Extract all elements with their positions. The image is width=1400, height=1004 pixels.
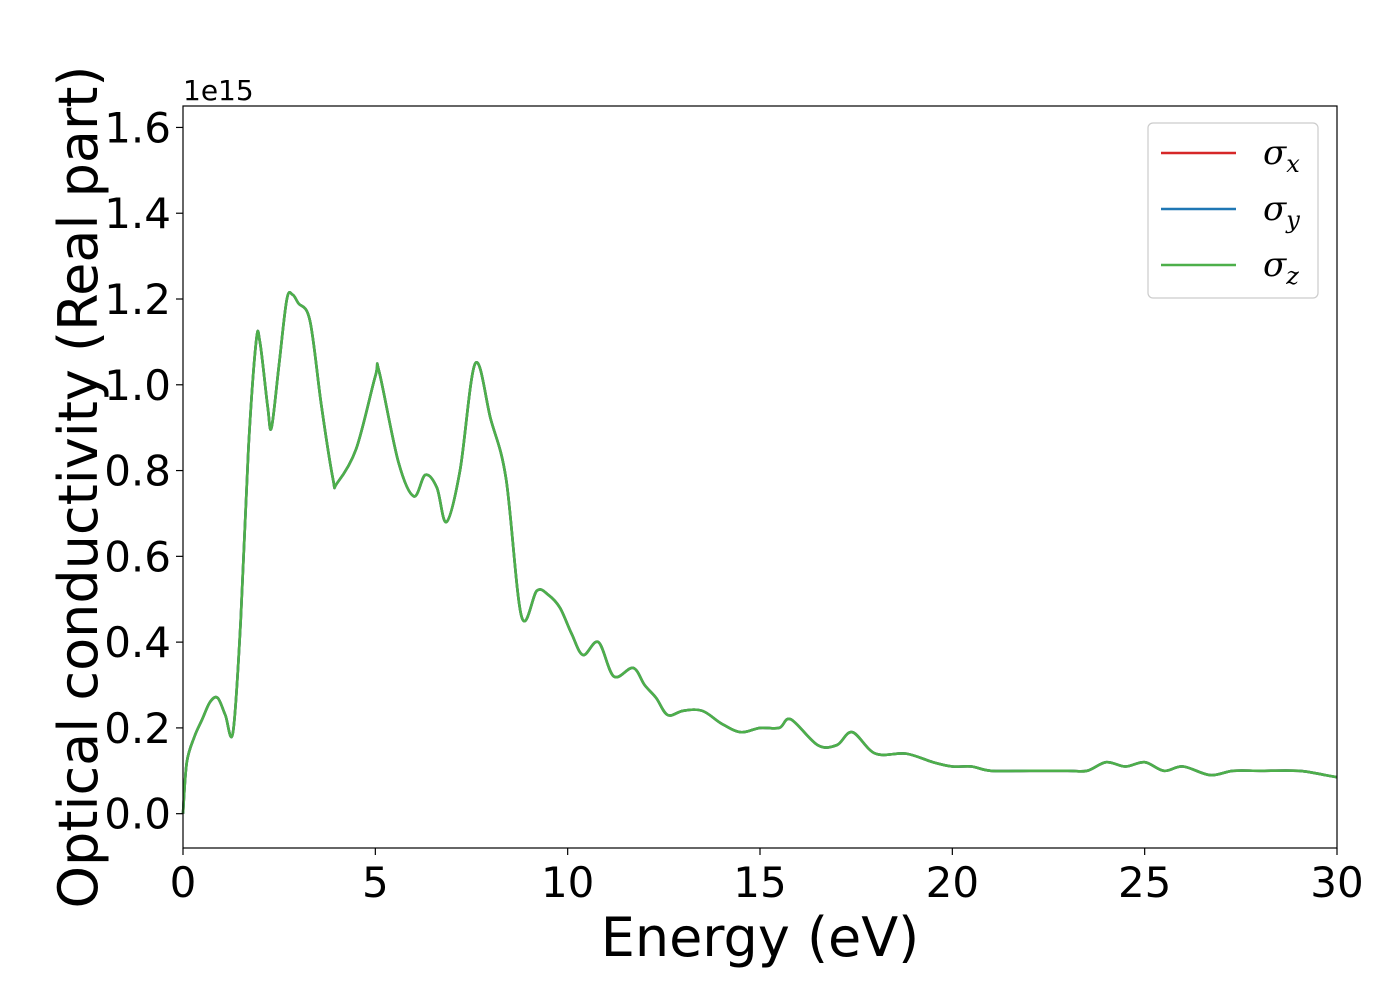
x-tick-label: 5 xyxy=(362,858,389,907)
legend-label: σz xyxy=(1263,245,1299,290)
x-axis-title: Energy (eV) xyxy=(601,906,920,969)
x-tick-label: 0 xyxy=(170,858,197,907)
series-line-1 xyxy=(181,291,1338,814)
y-axis-title: Optical conductivity (Real part) xyxy=(47,66,110,909)
y-tick-label: 0.6 xyxy=(104,532,171,581)
y-offset-label: 1e15 xyxy=(183,74,254,107)
legend-frame xyxy=(1147,122,1319,299)
x-tick-label: 30 xyxy=(1310,858,1363,907)
x-tick-label: 20 xyxy=(926,858,979,907)
y-tick-label: 1.2 xyxy=(104,275,171,324)
y-tick-label: 1.6 xyxy=(104,103,171,152)
y-tick-label: 0.2 xyxy=(104,704,171,753)
series-line-2 xyxy=(181,291,1338,814)
y-axis-ticks: 0.0 0.2 0.4 0.6 0.8 1.0 1.2 1.4 1.6 xyxy=(104,103,183,839)
y-tick-label: 0.0 xyxy=(104,790,171,839)
legend-label: σx xyxy=(1263,133,1300,178)
x-tick-label: 10 xyxy=(541,858,594,907)
legend: σx σy σz xyxy=(1147,122,1319,299)
y-tick-label: 1.4 xyxy=(104,189,171,238)
x-tick-label: 25 xyxy=(1118,858,1171,907)
x-tick-label: 15 xyxy=(733,858,786,907)
legend-label: σy xyxy=(1263,189,1300,234)
x-axis-ticks: 0 5 10 15 20 25 30 xyxy=(170,848,1364,907)
series-line-3 xyxy=(181,291,1338,814)
y-tick-label: 0.4 xyxy=(104,618,171,667)
y-tick-label: 1.0 xyxy=(104,361,171,410)
y-tick-label: 0.8 xyxy=(104,447,171,496)
series-layer xyxy=(181,291,1338,814)
